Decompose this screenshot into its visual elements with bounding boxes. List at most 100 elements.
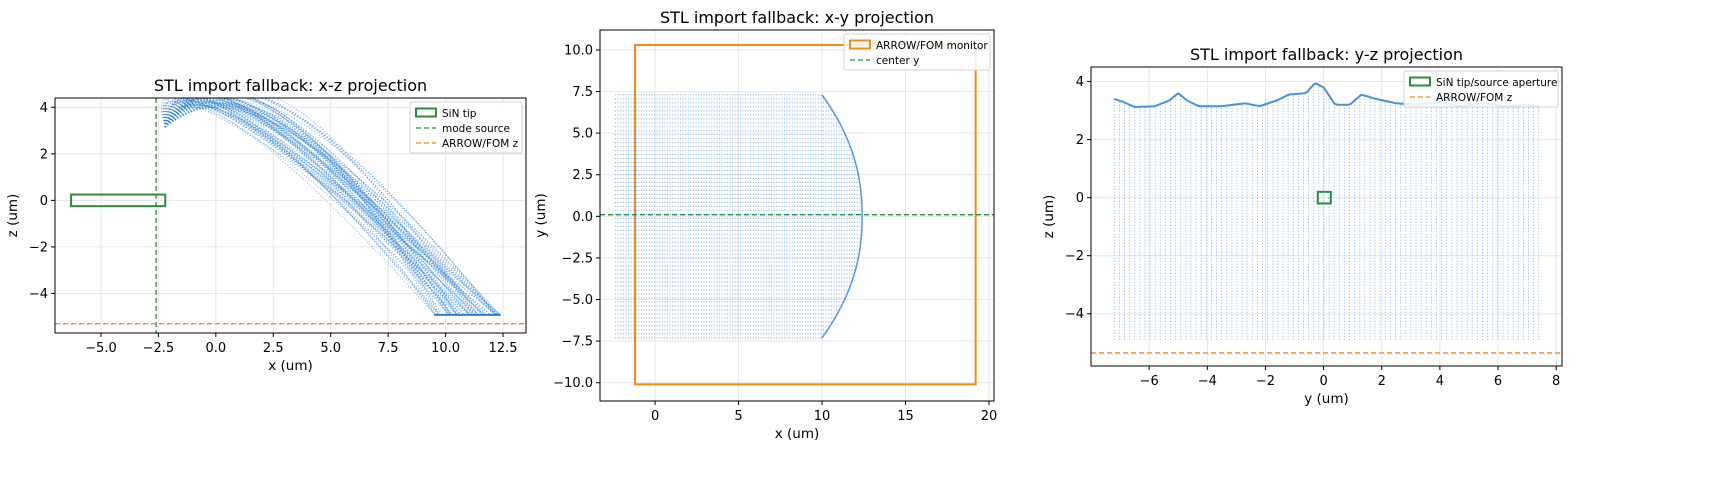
y-tick-label: 2: [1076, 133, 1084, 148]
axes-frame: [599, 29, 995, 402]
panel-yz-projection: −6 −4 −2 0 2 4 6 8 −4 −2 0 2 4 STL import fallback: …: [1041, 45, 1563, 407]
trace-path: [164, 98, 452, 315]
y-tick-label: −2: [1065, 249, 1084, 264]
y-tick-label: 2.5: [572, 168, 593, 183]
trace-path: [164, 98, 496, 315]
trace-path: [164, 99, 451, 315]
legend-label: ARROW/FOM monitor: [876, 40, 988, 52]
x-tick-label: 15: [897, 409, 914, 424]
x-tick-label: 10.0: [431, 341, 460, 356]
trace-path: [164, 98, 471, 315]
plot-area: [55, 98, 526, 333]
x-tick-label: 0: [1319, 374, 1327, 389]
x-tick-label: 0.0: [205, 341, 226, 356]
y-tick-label: 0: [1076, 191, 1084, 206]
y-tick-label: 4: [1076, 75, 1084, 90]
y-axis-label: y (um): [533, 193, 549, 238]
x-axis-label: y (um): [1304, 391, 1349, 407]
x-tick-label: 12.5: [489, 341, 518, 356]
x-axis-label: x (um): [268, 358, 313, 374]
trace-columns: [1113, 82, 1540, 340]
y-tick-label: 10.0: [564, 43, 593, 58]
trace-path: [164, 104, 440, 315]
axes-frame: [1090, 66, 1563, 367]
trace-path: [164, 103, 440, 315]
x-tick-label: −6: [1140, 374, 1159, 389]
y-tick-label: 0.0: [572, 210, 593, 225]
trace-path: [164, 98, 440, 315]
trace-path: [164, 98, 439, 315]
axes-frame: [54, 97, 527, 334]
x-tick-label: −2: [1256, 374, 1275, 389]
x-axis-label: x (um): [775, 426, 820, 442]
legend-swatch: [415, 107, 437, 118]
x-tick-label: 7.5: [378, 341, 399, 356]
x-tick-label: 5.0: [320, 341, 341, 356]
legend-label: ARROW/FOM z: [442, 138, 519, 150]
y-tick-label: −2.5: [561, 251, 593, 266]
trace-region: [615, 94, 863, 339]
x-tick-label: −5.0: [85, 341, 117, 356]
y-tick-label: −2: [29, 240, 48, 255]
y-tick-label: 4: [40, 101, 48, 116]
legend-swatch: [849, 39, 871, 50]
trace-path: [163, 98, 495, 315]
trace-path: [164, 98, 487, 315]
x-tick-label: 4: [1436, 374, 1444, 389]
chart-title: STL import fallback: x-y projection: [660, 8, 934, 27]
x-tick-label: 2.5: [263, 341, 284, 356]
y-tick-label: 0: [40, 194, 48, 209]
legend: SiN tip mode source ARROW/FOM z: [409, 101, 523, 154]
trace-path: [164, 98, 475, 315]
y-tick-label: −5.0: [561, 293, 593, 308]
legend-label: ARROW/FOM z: [1436, 92, 1513, 104]
y-tick-label: 7.5: [572, 85, 593, 100]
legend-box: [409, 101, 523, 154]
legend-swatch: [1409, 76, 1431, 87]
x-tick-label: −4: [1198, 374, 1217, 389]
chart-title: STL import fallback: x-z projection: [154, 76, 427, 95]
trace-edge: [821, 94, 863, 339]
trace-path: [164, 99, 479, 315]
trace-path: [164, 98, 458, 315]
trace-path: [164, 103, 435, 315]
trace-path: [164, 104, 470, 315]
trace-path: [164, 98, 466, 315]
legend-label: SiN tip/source aperture: [1436, 77, 1557, 89]
y-axis-label: z (um): [1041, 195, 1057, 239]
legend: SiN tip/source aperture ARROW/FOM z: [1403, 70, 1559, 108]
trace-path: [164, 98, 437, 315]
y-axis-label: z (um): [5, 194, 21, 238]
x-tick-label: 6: [1494, 374, 1502, 389]
x-tick-label: 2: [1378, 374, 1386, 389]
x-tick-label: 0: [651, 409, 659, 424]
y-tick-label: 5.0: [572, 127, 593, 142]
trace-path: [164, 98, 450, 315]
chart-title: STL import fallback: y-z projection: [1190, 45, 1463, 64]
x-tick-label: 20: [981, 409, 998, 424]
y-tick-label: −4: [1065, 307, 1084, 322]
legend: ARROW/FOM monitor center y: [843, 33, 991, 71]
y-tick-label: 2: [40, 147, 48, 162]
x-tick-label: 8: [1552, 374, 1560, 389]
y-tick-label: −10.0: [553, 376, 593, 391]
x-tick-label: −2.5: [143, 341, 175, 356]
x-tick-label: 10: [814, 409, 831, 424]
outline-sin-tip: [70, 193, 167, 208]
trace-path: [164, 105, 443, 315]
trace-bundle: [161, 98, 501, 316]
x-tick-label: 5: [734, 409, 742, 424]
legend-label: mode source: [442, 123, 510, 135]
legend-box: [1403, 70, 1559, 108]
trace-path: [164, 105, 449, 315]
y-tick-label: −7.5: [561, 335, 593, 350]
legend-label: center y: [876, 55, 919, 67]
trace-path: [164, 98, 479, 315]
trace-path: [164, 99, 501, 315]
y-tick-label: −4: [29, 287, 48, 302]
trace-path: [164, 98, 450, 315]
panel-xy-projection: 0 5 10 15 20 −10.0 −7.5 −5.0 −2.5 0.0 2.5 5.0 7.5 10.…: [533, 8, 997, 442]
trace-path: [164, 102, 449, 315]
plot-area: [1091, 82, 1562, 354]
